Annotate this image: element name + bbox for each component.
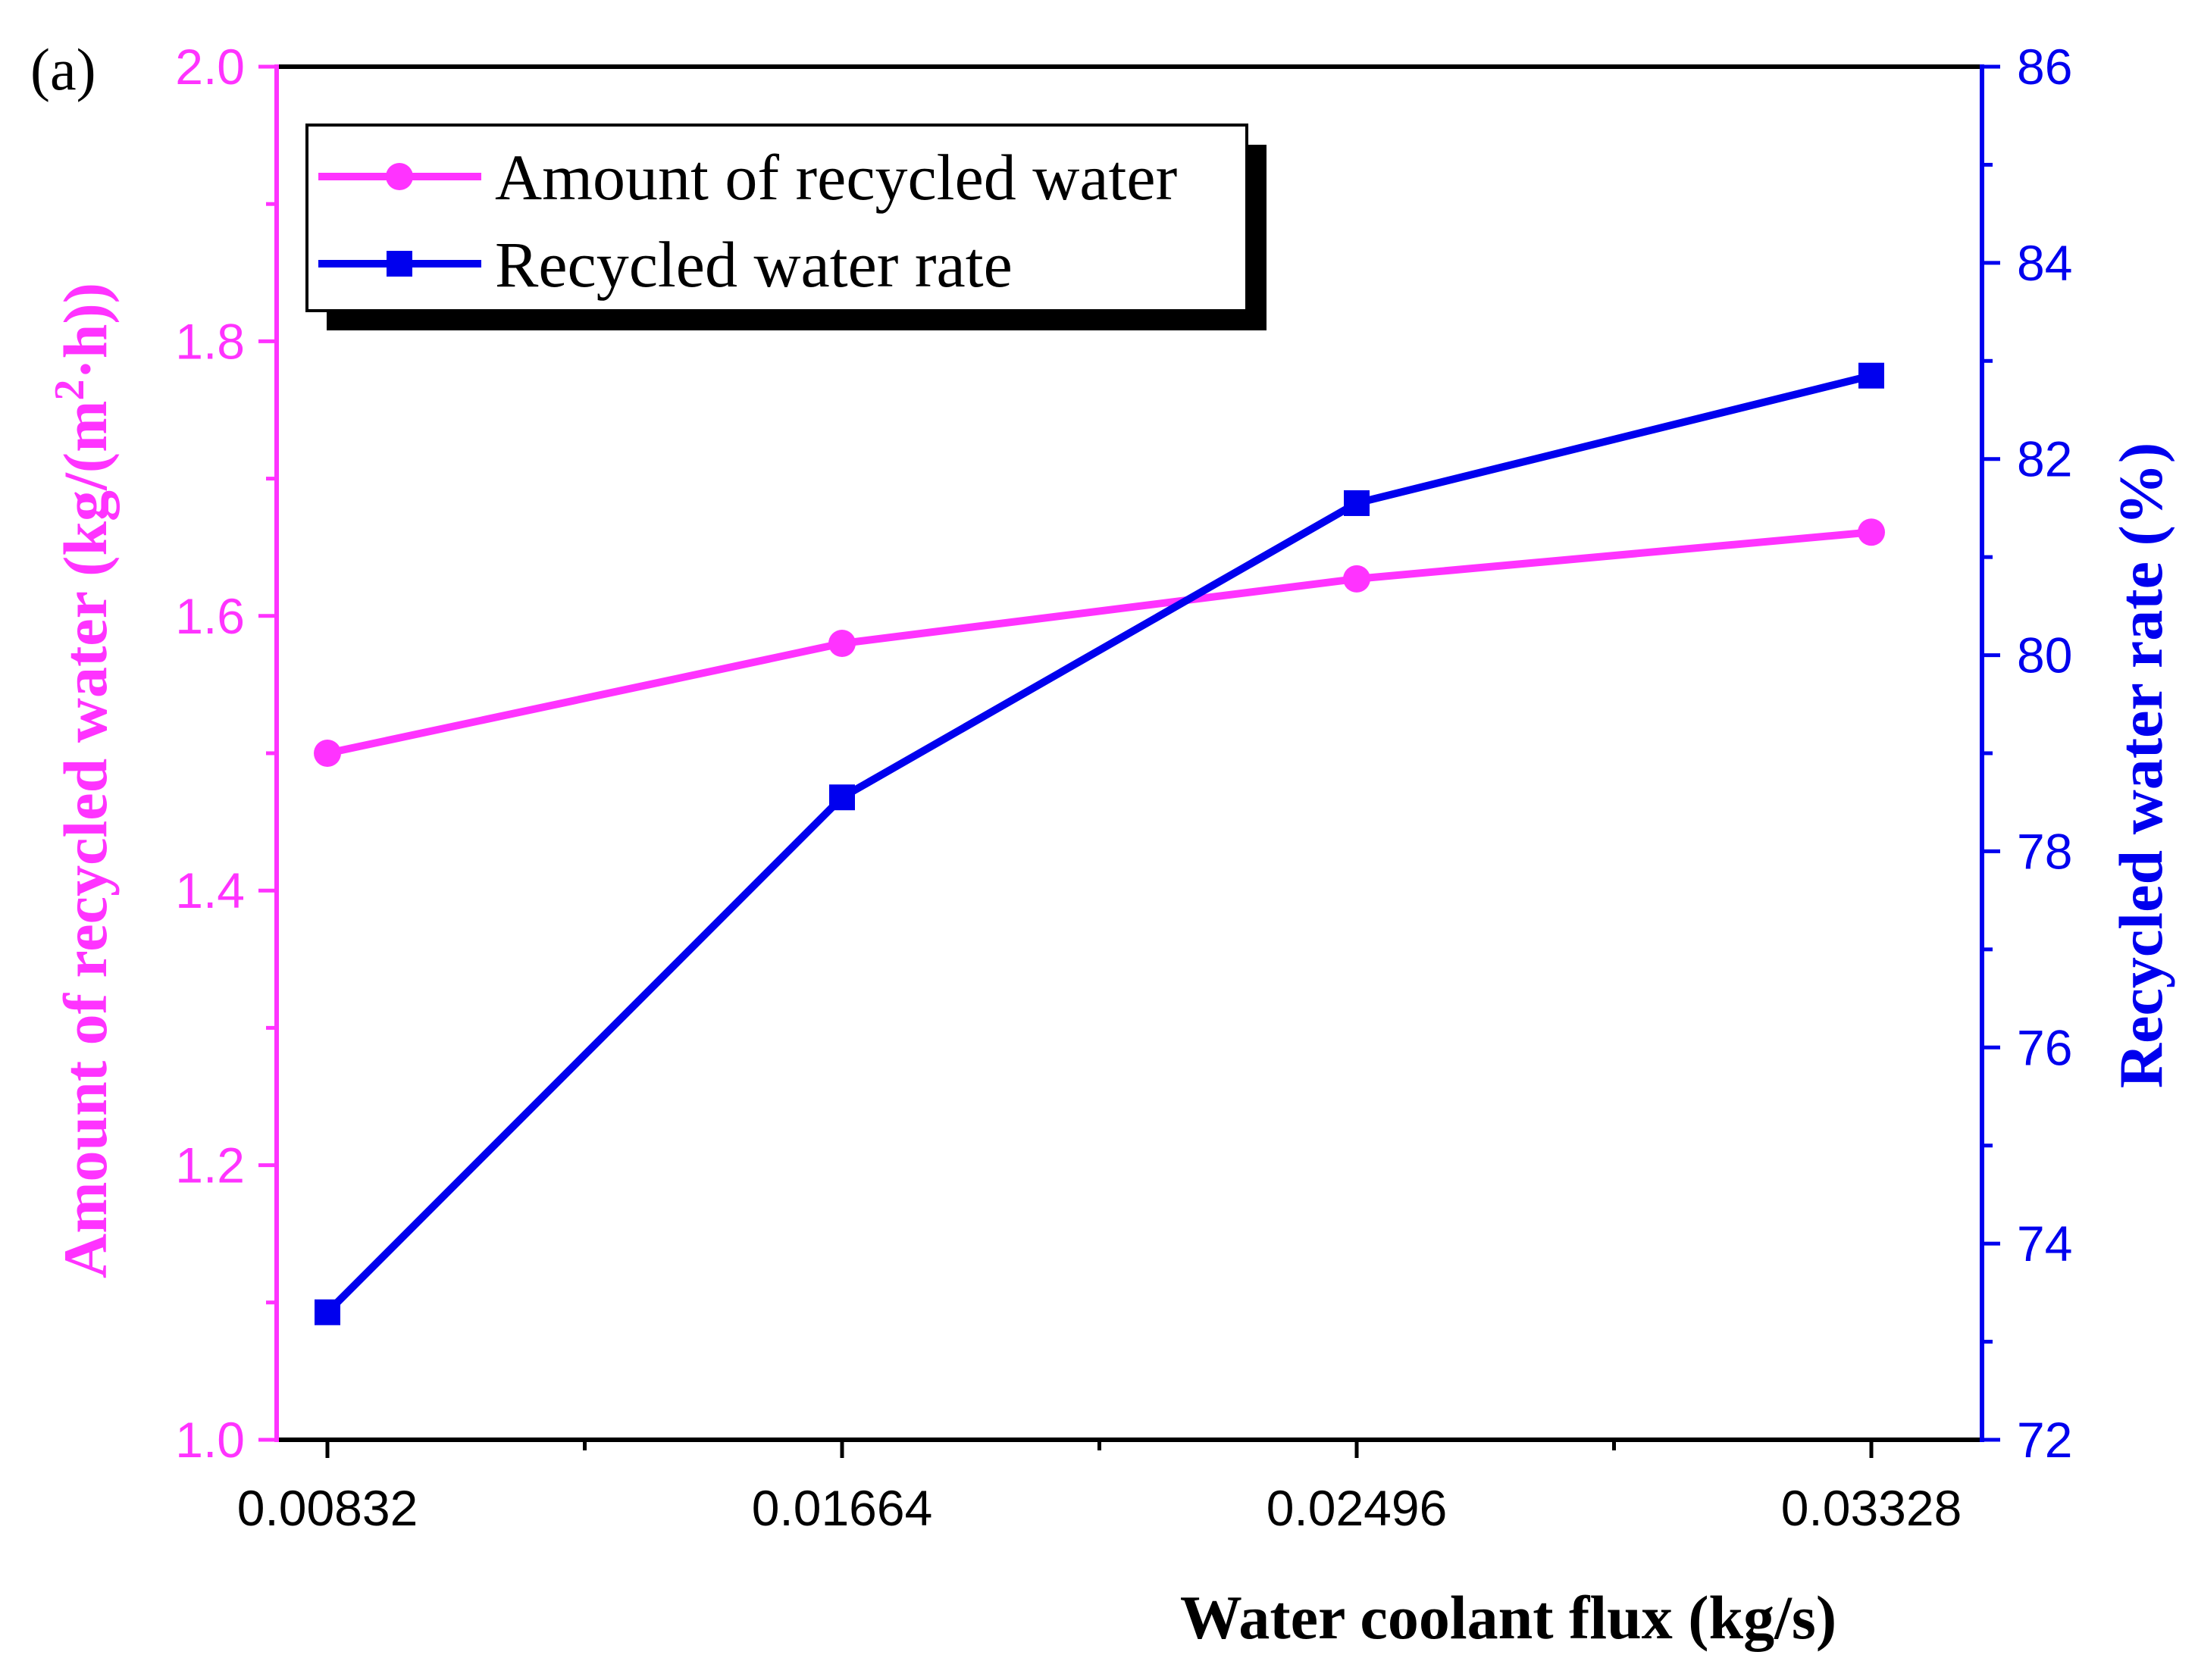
left-y-tick-label: 1.6	[175, 588, 245, 644]
data-point-rate	[829, 784, 855, 811]
right-y-tick-label: 72	[2017, 1412, 2072, 1468]
legend-label: Amount of recycled water	[495, 141, 1177, 214]
left-axis-title-tail: ·h))	[51, 283, 120, 380]
data-point-amount	[1343, 565, 1370, 593]
x-axis-title: Water coolant flux (kg/s)	[1180, 1583, 1836, 1652]
data-point-rate	[315, 1299, 340, 1325]
legend-marker-circle	[386, 163, 413, 190]
left-y-tick-label: 1.8	[175, 313, 245, 369]
right-y-tick-label: 84	[2017, 235, 2072, 291]
left-y-tick-label: 1.2	[175, 1137, 245, 1194]
series-line-rate	[324, 371, 1873, 1316]
data-point-amount	[828, 630, 856, 658]
series-line-amount	[326, 528, 1872, 757]
right-axis-title: Recycled water rate (%)	[2106, 443, 2175, 1088]
legend-label: Recycled water rate	[495, 228, 1013, 301]
left-axis-title-superscript: 2	[46, 380, 93, 401]
x-tick-label: 0.00832	[237, 1480, 418, 1536]
left-axis-title: Amount of recycled water (kg/(m2·h))	[46, 283, 120, 1278]
data-point-amount	[1858, 518, 1885, 546]
right-y-tick-label: 80	[2017, 627, 2072, 684]
right-y-tick-label: 78	[2017, 823, 2072, 879]
right-y-tick-label: 74	[2017, 1215, 2072, 1272]
right-y-tick-label: 82	[2017, 431, 2072, 487]
left-y-tick-label: 1.4	[175, 862, 245, 918]
axes-group: 0.00832 0.01664 0.02496 0.03328 1.0 1.2 1.4 1.6…	[175, 39, 2072, 1536]
legend: Amount of recycled water Recycled water r…	[305, 124, 1267, 330]
data-point-rate	[1344, 490, 1370, 516]
left-y-tick-label: 1.0	[175, 1412, 245, 1468]
left-axis-title-main: Amount of recycled water (kg/(m	[51, 401, 120, 1278]
legend-marker-square	[387, 251, 412, 277]
data-point-rate	[1858, 362, 1884, 389]
marks-group	[314, 362, 1885, 1325]
right-y-tick-label: 76	[2017, 1019, 2072, 1075]
panel-label: (a)	[30, 36, 96, 102]
right-y-tick-label: 86	[2017, 39, 2072, 95]
legend-box	[305, 124, 1248, 312]
x-tick-label: 0.02496	[1267, 1480, 1448, 1536]
left-y-tick-label: 2.0	[175, 39, 245, 95]
x-tick-label: 0.01664	[752, 1480, 933, 1536]
x-tick-label: 0.03328	[1781, 1480, 1962, 1536]
data-point-amount	[314, 740, 341, 767]
